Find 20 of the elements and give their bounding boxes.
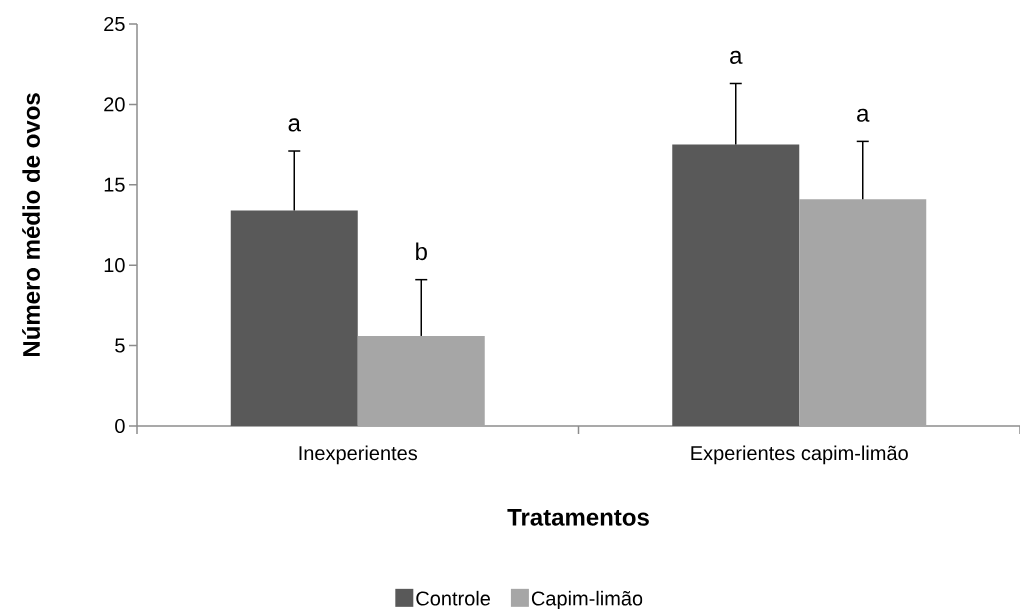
bar	[799, 199, 927, 426]
legend-label: Controle	[416, 590, 490, 606]
y-tick-label: 5	[115, 338, 125, 353]
annotation: a	[857, 108, 870, 122]
annotation: b	[416, 242, 427, 261]
x-tick-label: Experientes capim-limão	[691, 445, 908, 465]
legend-label: Capim-limão	[531, 590, 643, 609]
bar	[672, 144, 800, 426]
y-tick-label: 0	[115, 418, 125, 434]
y-axis-title: Número médio de ovos	[22, 93, 40, 357]
annotation: a	[730, 50, 743, 64]
y-tick-label: 10	[104, 258, 125, 273]
y-tick-label: 20	[104, 97, 125, 112]
bar	[230, 210, 358, 426]
y-tick-label: 15	[104, 177, 125, 192]
x-tick-label: Inexperientes	[299, 445, 418, 465]
annotation: a	[288, 118, 301, 132]
y-tick-label: 25	[104, 16, 125, 32]
x-axis-title: Tratamentos	[507, 509, 649, 526]
bar	[357, 335, 485, 426]
